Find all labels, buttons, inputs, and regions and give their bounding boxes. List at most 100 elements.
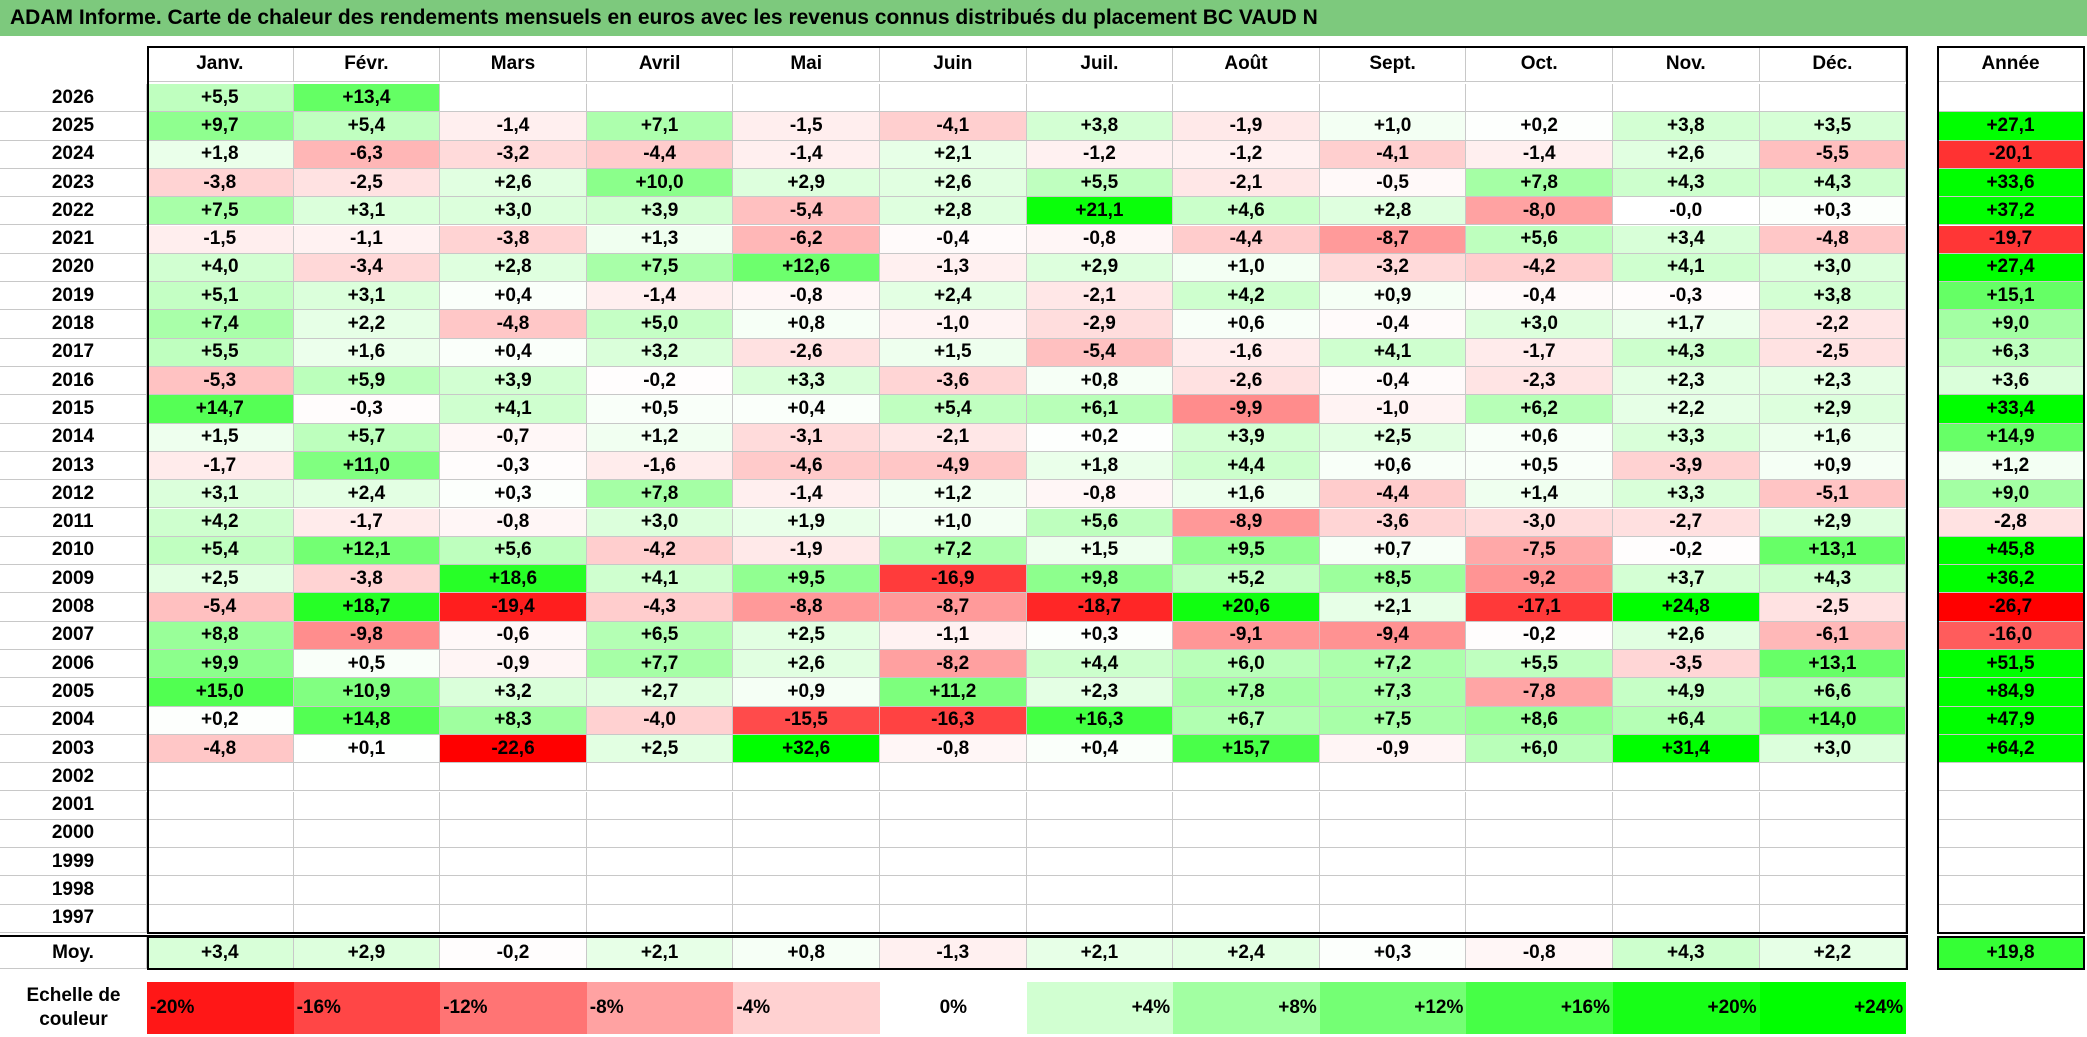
heatmap-cell: -0,0 <box>1613 197 1760 226</box>
heatmap-cell: +0,5 <box>293 650 441 679</box>
heatmap-cell <box>1759 791 1907 820</box>
month-header: Oct. <box>1466 46 1613 82</box>
heatmap-cell: +3,3 <box>1613 423 1760 452</box>
heatmap-cell <box>1613 904 1760 933</box>
year-label: 1998 <box>0 876 147 905</box>
color-scale-step: +4% <box>1026 982 1174 1034</box>
heatmap-cell: -4,1 <box>880 112 1027 141</box>
annual-cell <box>1938 819 2084 849</box>
year-label: 2003 <box>0 734 147 764</box>
heatmap-cell <box>1759 848 1907 877</box>
annual-cell: +14,9 <box>1938 423 2084 452</box>
heatmap-cell: -1,7 <box>293 508 441 537</box>
heatmap-cell <box>1319 904 1467 933</box>
heatmap-cell: -1,0 <box>1319 395 1467 424</box>
heatmap-cell: -1,4 <box>1466 140 1613 169</box>
heatmap-cell: +5,4 <box>293 112 441 141</box>
heatmap-cell: +4,9 <box>1613 678 1760 707</box>
heatmap-cell: +2,1 <box>1319 593 1467 622</box>
heatmap-cell: +7,2 <box>880 536 1027 566</box>
annual-cell: +47,9 <box>1938 706 2084 735</box>
year-label: 2018 <box>0 310 147 339</box>
heatmap-cell <box>1026 848 1174 877</box>
year-label: 2025 <box>0 112 147 141</box>
heatmap-cell: +7,8 <box>586 480 734 509</box>
heatmap-cell: +3,4 <box>1613 225 1760 254</box>
heatmap-cell <box>880 848 1027 877</box>
heatmap-cell: +9,5 <box>733 565 880 594</box>
heatmap-cell <box>733 763 880 792</box>
heatmap-cell: +8,3 <box>440 706 587 735</box>
heatmap-cell: +12,1 <box>293 536 441 566</box>
heatmap-cell: +2,9 <box>1026 253 1174 283</box>
heatmap-cell <box>440 819 587 849</box>
heatmap-cell <box>293 763 441 792</box>
annual-cell <box>1938 848 2084 877</box>
heatmap-cell: +14,0 <box>1759 706 1907 735</box>
heatmap-cell <box>440 876 587 905</box>
heatmap-cell: +5,6 <box>1466 225 1613 254</box>
heatmap-cell: +0,6 <box>1319 451 1467 481</box>
year-label: 2026 <box>0 84 147 113</box>
annual-cell: -16,0 <box>1938 621 2084 650</box>
heatmap-cell <box>1173 819 1320 849</box>
heatmap-cell: +3,8 <box>1026 112 1174 141</box>
average-cell: +3,4 <box>147 937 294 969</box>
heatmap-cell <box>586 848 734 877</box>
heatmap-cell: +3,3 <box>733 367 880 396</box>
heatmap-cell <box>1759 819 1907 849</box>
heatmap-cell: -4,8 <box>440 310 587 339</box>
heatmap-cell <box>1319 876 1467 905</box>
heatmap-cell: +7,5 <box>1319 706 1467 735</box>
heatmap-cell: -1,1 <box>880 621 1027 650</box>
heatmap-cell: +9,5 <box>1173 536 1320 566</box>
heatmap-cell <box>1319 791 1467 820</box>
heatmap-cell: -0,4 <box>1466 282 1613 311</box>
heatmap-cell: +9,9 <box>147 650 294 679</box>
heatmap-cell: -22,6 <box>440 734 587 764</box>
heatmap-cell <box>880 763 1027 792</box>
heatmap-cell: -1,4 <box>586 282 734 311</box>
month-header: Déc. <box>1759 46 1907 82</box>
heatmap-cell: +0,4 <box>440 338 587 367</box>
average-cell: -1,3 <box>880 937 1027 969</box>
heatmap-cell <box>1173 763 1320 792</box>
heatmap-cell: +0,1 <box>293 734 441 764</box>
heatmap-cell <box>1613 763 1760 792</box>
heatmap-cell: +0,9 <box>733 678 880 707</box>
year-label: 2019 <box>0 282 147 311</box>
heatmap-cell: -0,9 <box>1319 734 1467 764</box>
heatmap-cell <box>1759 904 1907 933</box>
heatmap-cell: +16,3 <box>1026 706 1174 735</box>
heatmap-cell <box>1026 819 1174 849</box>
heatmap-cell: -1,2 <box>1173 140 1320 169</box>
heatmap-cell <box>1466 819 1613 849</box>
heatmap-cell: +5,5 <box>147 338 294 367</box>
heatmap-cell <box>293 876 441 905</box>
heatmap-cell: +1,2 <box>880 480 1027 509</box>
heatmap-cell: -2,2 <box>1759 310 1907 339</box>
heatmap-cell: +5,4 <box>147 536 294 566</box>
heatmap-cell: -1,1 <box>293 225 441 254</box>
heatmap-cell: -2,1 <box>1173 168 1320 198</box>
heatmap-cell: +12,6 <box>733 253 880 283</box>
heatmap-cell: -1,9 <box>733 536 880 566</box>
heatmap-cell: +3,0 <box>586 508 734 537</box>
heatmap-cell: -3,9 <box>1613 451 1760 481</box>
heatmap-cell: +3,0 <box>1466 310 1613 339</box>
heatmap-cell: +5,0 <box>586 310 734 339</box>
heatmap-cell: -5,4 <box>1026 338 1174 367</box>
heatmap-cell <box>1613 848 1760 877</box>
heatmap-cell: -2,1 <box>1026 282 1174 311</box>
heatmap-cell: +0,9 <box>1319 282 1467 311</box>
heatmap-cell: +5,9 <box>293 367 441 396</box>
heatmap-cell <box>1026 763 1174 792</box>
year-label: 2010 <box>0 536 147 566</box>
heatmap-cell: +3,0 <box>1759 253 1907 283</box>
heatmap-cell: -8,9 <box>1173 508 1320 537</box>
heatmap-cell <box>1173 848 1320 877</box>
heatmap-cell: +6,6 <box>1759 678 1907 707</box>
heatmap-cell <box>1466 876 1613 905</box>
heatmap-cell: -4,8 <box>1759 225 1907 254</box>
annual-cell: +15,1 <box>1938 282 2084 311</box>
